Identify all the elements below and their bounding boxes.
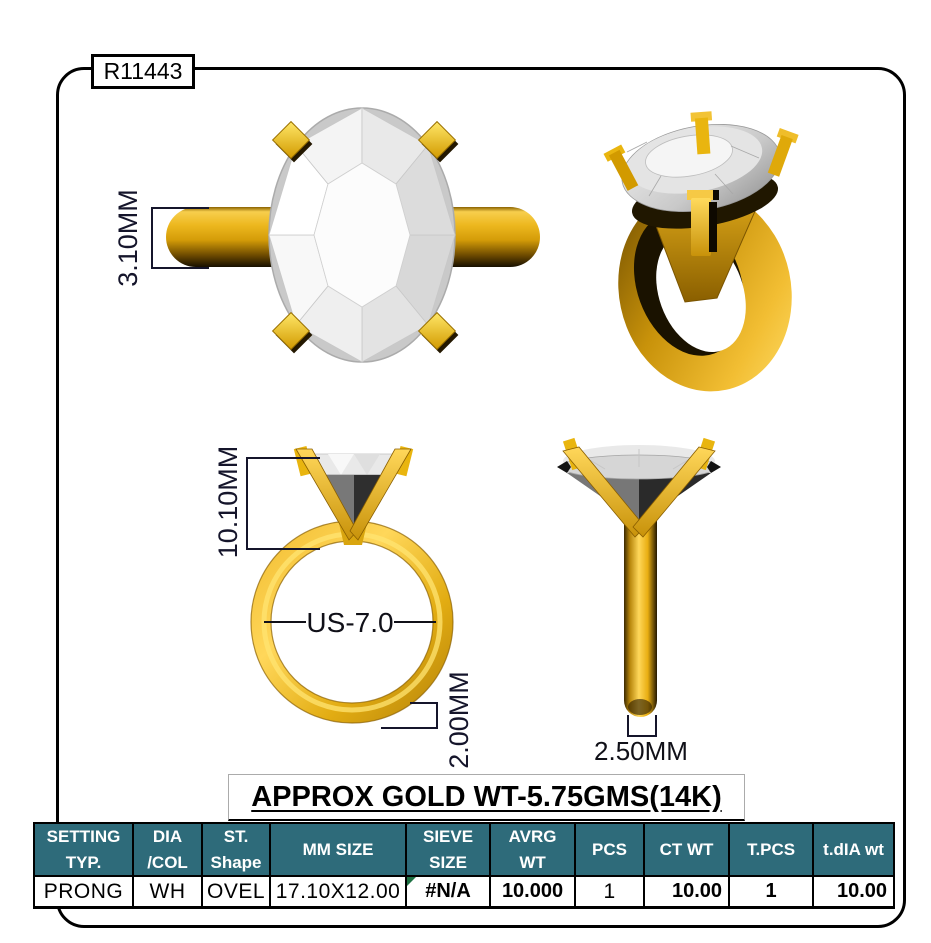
col-header-setting-typ: SETTING TYP. (33, 822, 134, 877)
cell-st-shape: OVEL (200, 875, 272, 909)
dim-bracket-shank-thickness-top (410, 702, 438, 704)
ring-size-leader-right (394, 621, 436, 623)
dim-head-height: 10.10MM (212, 445, 243, 559)
cell-ct-wt: 10.00 (643, 875, 731, 909)
spec-table: SETTING TYP. DIA /COL ST. Shape MM SIZE … (33, 822, 896, 909)
prongs-perspective (603, 111, 799, 256)
ring-size-label: US-7.0 (306, 607, 394, 638)
spec-header-row: SETTING TYP. DIA /COL ST. Shape MM SIZE … (33, 822, 896, 877)
col-header-dia-col: DIA /COL (132, 822, 203, 877)
cell-setting-typ: PRONG (33, 875, 134, 909)
cell-pcs: 1 (574, 875, 646, 909)
dim-shank-width: 2.50MM (594, 735, 688, 766)
cell-t-pcs: 1 (728, 875, 815, 909)
ring-front-view-render (250, 445, 454, 724)
stone-table-perspective (645, 134, 733, 178)
cell-dia-col: WH (132, 875, 203, 909)
gold-weight-title: APPROX GOLD WT-5.75GMS(14K) (251, 780, 722, 813)
ring-perspective-view-render (603, 111, 799, 392)
sheet-border (56, 67, 906, 928)
prongs-top (271, 120, 457, 351)
stone-facet-lines (626, 141, 760, 197)
head-front (293, 445, 414, 545)
reference-number-box: R11443 (91, 54, 195, 89)
col-header-pcs: PCS (574, 822, 646, 877)
dim-bracket-shank-width (627, 715, 657, 737)
gold-weight-title-box: APPROX GOLD WT-5.75GMS(14K) (228, 774, 745, 821)
head-side (557, 437, 721, 538)
col-header-sieve-size: SIEVE SIZE (405, 822, 492, 877)
dim-bracket-band-width-top (151, 207, 209, 269)
ring-top-view-render (166, 107, 540, 363)
reference-number: R11443 (103, 58, 183, 84)
cell-sieve-size: #N/A (405, 875, 492, 909)
oval-stone-facets (268, 107, 456, 363)
ring-size-leader-left (264, 621, 306, 623)
dim-band-width-top: 3.10MM (112, 189, 143, 287)
dim-bracket-shank-thickness-vertical (436, 702, 438, 729)
band-side (624, 487, 657, 717)
cell-avrg-wt: 10.000 (489, 875, 577, 909)
dim-bracket-head-height (246, 457, 320, 550)
dim-bracket-shank-thickness-bottom (381, 727, 438, 729)
cell-tdia-wt: 10.00 (812, 875, 896, 909)
cell-mm-size: 17.10X12.00 (269, 875, 408, 909)
spec-data-row: PRONG WH OVEL 17.10X12.00 #N/A 10.000 1 … (33, 875, 896, 909)
col-header-tdia-wt: t.dIA wt (812, 822, 896, 877)
dim-shank-thickness: 2.00MM (443, 671, 474, 769)
col-header-t-pcs: T.PCS (728, 822, 815, 877)
col-header-st-shape: ST. Shape (200, 822, 272, 877)
col-header-avrg-wt: AVRG WT (489, 822, 577, 877)
col-header-ct-wt: CT WT (643, 822, 731, 877)
ring-side-view-render (557, 437, 721, 717)
band-bottom-shadow (628, 699, 652, 715)
col-header-mm-size: MM SIZE (269, 822, 408, 877)
